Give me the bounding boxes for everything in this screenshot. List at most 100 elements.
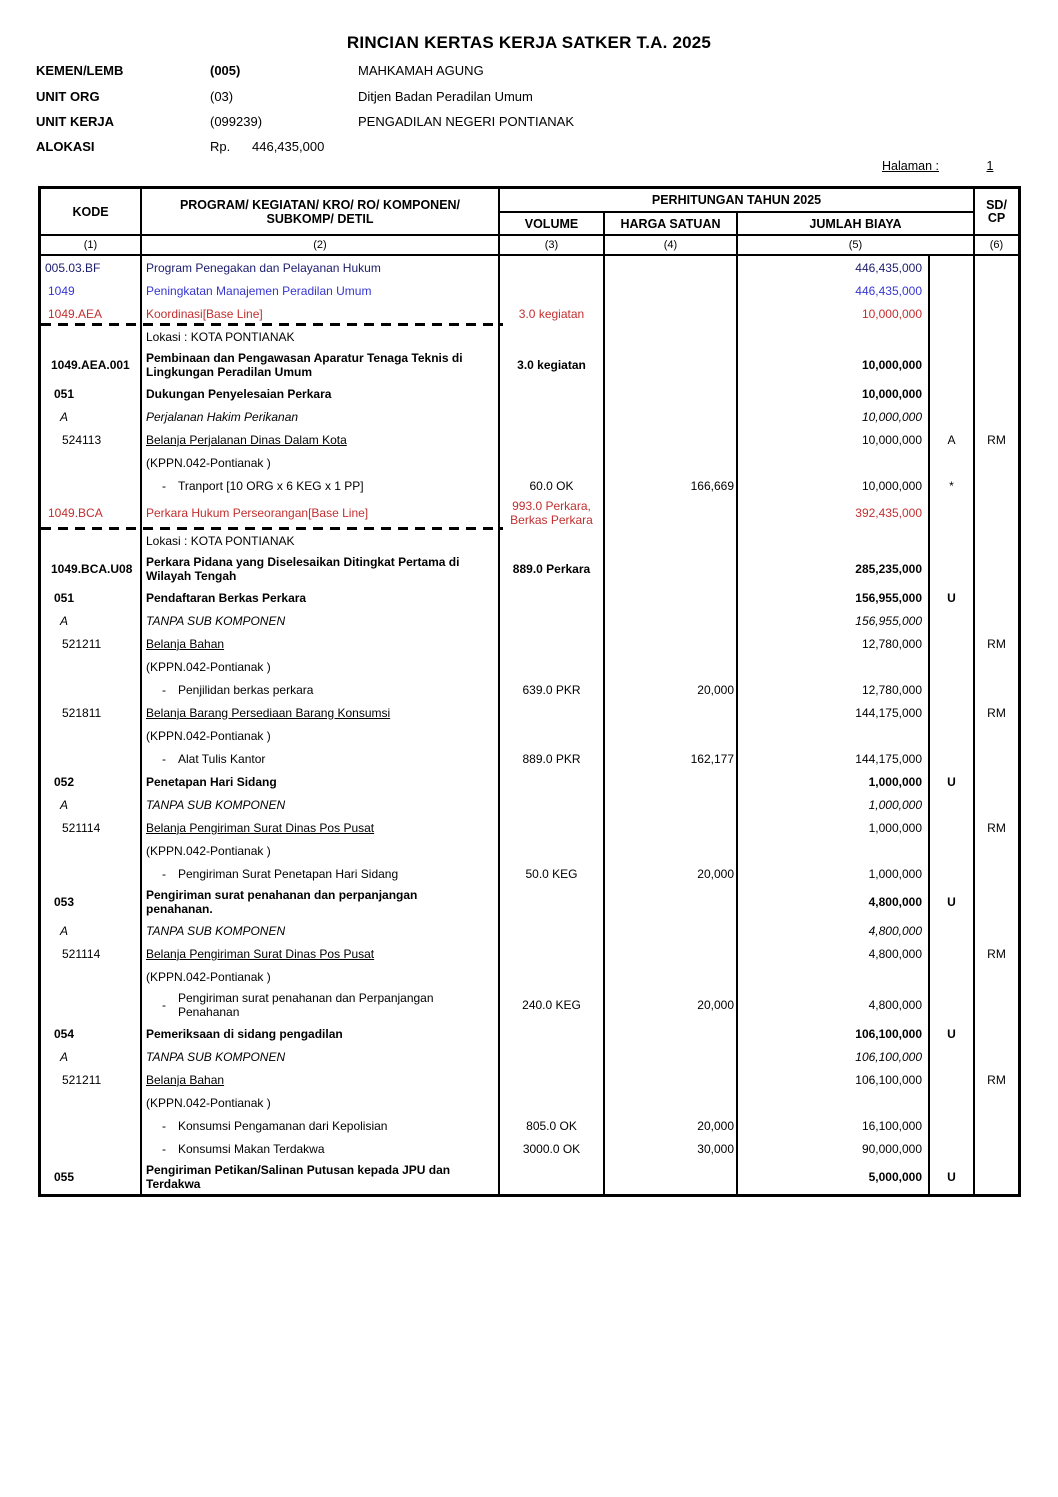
desc-cell: Peningkatan Manajemen Peradilan Umum bbox=[142, 279, 500, 302]
sdcp-cell: RM bbox=[987, 432, 1006, 447]
marker-cell bbox=[930, 1045, 975, 1068]
desc-cell: Pendaftaran Berkas Perkara bbox=[142, 586, 500, 609]
jumlah-biaya-cell: 90,000,000 bbox=[738, 1137, 930, 1160]
jumlah-biaya-cell: 10,000,000 bbox=[738, 405, 930, 428]
harga-satuan-cell bbox=[605, 302, 738, 325]
jumlah-biaya-cell: 10,000,000 bbox=[738, 474, 930, 497]
sdcp-cell bbox=[975, 497, 1018, 529]
table-row: 521211 Belanja Bahan 106,100,000 RM bbox=[41, 1068, 1018, 1091]
jumlah-biaya-cell: 392,435,000 bbox=[738, 497, 930, 529]
table-row: 521811 Belanja Barang Persediaan Barang K… bbox=[41, 701, 1018, 724]
harga-satuan-cell bbox=[605, 632, 738, 655]
desc-cell: TANPA SUB KOMPONEN bbox=[142, 793, 500, 816]
kode-cell: 521811 bbox=[41, 701, 142, 724]
harga-satuan-cell bbox=[605, 1022, 738, 1045]
info-value: PENGADILAN NEGERI PONTIANAK bbox=[358, 113, 574, 129]
volume-cell: 3000.0 OK bbox=[500, 1137, 605, 1160]
volume-cell: 240.0 KEG bbox=[500, 988, 605, 1022]
table-row: 053 Pengiriman surat penahanan dan perpan… bbox=[41, 885, 1018, 919]
volume-cell bbox=[500, 770, 605, 793]
harga-satuan-cell: 162,177 bbox=[605, 747, 738, 770]
jumlah-biaya-cell: 4,800,000 bbox=[738, 988, 930, 1022]
desc-cell: Dukungan Penyelesaian Perkara bbox=[142, 382, 500, 405]
table-row: (KPPN.042-Pontianak ) bbox=[41, 1091, 1018, 1114]
header-volume: VOLUME bbox=[500, 213, 605, 234]
kode-cell bbox=[41, 839, 142, 862]
sdcp-cell bbox=[975, 529, 1018, 552]
marker-cell bbox=[930, 382, 975, 405]
header-perhitungan: PERHITUNGAN TAHUN 2025 bbox=[500, 189, 975, 213]
desc-text: (KPPN.042-Pontianak ) bbox=[146, 1095, 271, 1110]
marker-cell bbox=[930, 1091, 975, 1114]
detail-bullet: - bbox=[162, 1141, 166, 1156]
header-sdcp: SD/ CP bbox=[986, 197, 1007, 225]
jumlah-biaya-cell bbox=[738, 839, 930, 862]
kode-cell: A bbox=[41, 919, 142, 942]
kode-cell: 521211 bbox=[41, 632, 142, 655]
table-row: A TANPA SUB KOMPONEN 156,955,000 bbox=[41, 609, 1018, 632]
volume-cell: 889.0 Perkara bbox=[500, 552, 605, 586]
volume-cell bbox=[500, 1160, 605, 1194]
sdcp-cell bbox=[975, 919, 1018, 942]
desc-text: Lokasi : KOTA PONTIANAK bbox=[146, 329, 295, 344]
column-number-3: (3) bbox=[500, 234, 605, 254]
desc-text: Pengiriman surat penahanan dan Perpanjan… bbox=[178, 991, 434, 1019]
info-value: MAHKAMAH AGUNG bbox=[358, 63, 484, 79]
harga-satuan-cell bbox=[605, 919, 738, 942]
table-row: 005.03.BF Program Penegakan dan Pelayanan… bbox=[41, 256, 1018, 279]
jumlah-biaya-cell bbox=[738, 1091, 930, 1114]
sdcp-cell bbox=[975, 1045, 1018, 1068]
jumlah-biaya-cell bbox=[738, 451, 930, 474]
desc-text: TANPA SUB KOMPONEN bbox=[146, 797, 286, 812]
marker-cell bbox=[930, 632, 975, 655]
sdcp-cell bbox=[975, 382, 1018, 405]
table-row: 521211 Belanja Bahan 12,780,000 RM bbox=[41, 632, 1018, 655]
marker-cell bbox=[930, 816, 975, 839]
table-row: A TANPA SUB KOMPONEN 4,800,000 bbox=[41, 919, 1018, 942]
desc-text: Penjilidan berkas perkara bbox=[178, 682, 314, 697]
info-code: (005) bbox=[210, 63, 241, 79]
table-row: - Konsumsi Pengamanan dari Kepolisian 805.… bbox=[41, 1114, 1018, 1137]
desc-text: Konsumsi Pengamanan dari Kepolisian bbox=[178, 1118, 388, 1133]
desc-text: TANPA SUB KOMPONEN bbox=[146, 923, 286, 938]
harga-satuan-cell bbox=[605, 885, 738, 919]
jumlah-biaya-cell: 106,100,000 bbox=[738, 1022, 930, 1045]
volume-cell bbox=[500, 279, 605, 302]
desc-text: Pengiriman Petikan/Salinan Putusan kepad… bbox=[146, 1163, 451, 1191]
table-row: - Tranport [10 ORG x 6 KEG x 1 PP] 60.0 OK… bbox=[41, 474, 1018, 497]
kode-cell: 054 bbox=[41, 1022, 142, 1045]
volume-cell: 60.0 OK bbox=[500, 474, 605, 497]
sdcp-cell: RM bbox=[987, 1072, 1006, 1087]
sdcp-cell bbox=[975, 988, 1018, 1022]
sdcp-cell bbox=[975, 405, 1018, 428]
desc-cell: (KPPN.042-Pontianak ) bbox=[142, 839, 500, 862]
desc-text: Peningkatan Manajemen Peradilan Umum bbox=[146, 283, 372, 298]
desc-text: TANPA SUB KOMPONEN bbox=[146, 1049, 286, 1064]
kode-cell: A bbox=[41, 609, 142, 632]
kode-cell: 005.03.BF bbox=[41, 256, 142, 279]
table-row: 1049.AEA.001 Pembinaan dan Pengawasan Apa… bbox=[41, 348, 1018, 382]
table-row: 1049.BCA Perkara Hukum Perseorangan[Base … bbox=[41, 497, 1018, 529]
desc-text: Dukungan Penyelesaian Perkara bbox=[146, 386, 332, 401]
volume-cell: 805.0 OK bbox=[500, 1114, 605, 1137]
kode-cell: 1049.AEA bbox=[41, 302, 142, 325]
info-label: UNIT KERJA bbox=[36, 113, 115, 129]
jumlah-biaya-cell: 16,100,000 bbox=[738, 1114, 930, 1137]
marker-cell: A bbox=[930, 428, 975, 451]
kode-cell: 524113 bbox=[41, 428, 142, 451]
desc-cell: Belanja Pengiriman Surat Dinas Pos Pusat bbox=[142, 942, 500, 965]
sdcp-cell bbox=[975, 1160, 1018, 1194]
marker-cell bbox=[930, 529, 975, 552]
sdcp-cell bbox=[975, 586, 1018, 609]
sdcp-cell bbox=[975, 655, 1018, 678]
desc-text: Belanja Bahan bbox=[146, 636, 225, 651]
harga-satuan-cell bbox=[605, 348, 738, 382]
desc-cell: - Penjilidan berkas perkara bbox=[142, 678, 500, 701]
table-row: (KPPN.042-Pontianak ) bbox=[41, 965, 1018, 988]
marker-cell: * bbox=[930, 474, 975, 497]
sdcp-cell bbox=[975, 770, 1018, 793]
desc-text: Belanja Perjalanan Dinas Dalam Kota bbox=[146, 432, 347, 447]
volume-cell: 3.0 kegiatan bbox=[500, 348, 605, 382]
volume-cell bbox=[500, 325, 605, 348]
harga-satuan-cell bbox=[605, 256, 738, 279]
